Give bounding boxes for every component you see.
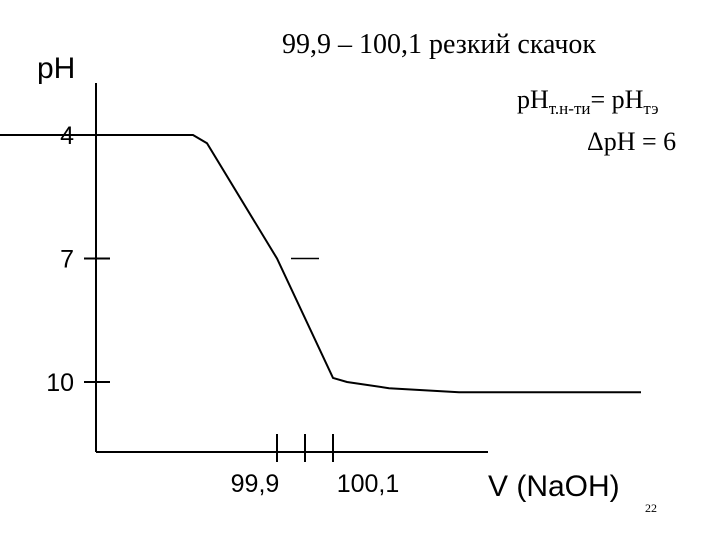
ph-equality-annotation: pHт.н-ти= pHтэ (517, 85, 659, 118)
x-axis-label: V (NaOH) (488, 470, 620, 503)
jump-range-annotation: 99,9 – 100,1 резкий скачок (282, 29, 596, 60)
page-number: 22 (645, 501, 657, 515)
ph-left: pH (517, 85, 549, 114)
delta-ph-annotation: ΔpH = 6 (587, 127, 676, 156)
x-tick-label: 99,9 (231, 470, 280, 498)
y-tick-label: 10 (46, 369, 74, 397)
x-tick-group: 99,9 100,1 (231, 434, 400, 498)
x-tick-label: 100,1 (337, 470, 400, 498)
y-tick-label: 7 (60, 246, 74, 274)
ph-left-subscript: т.н-ти (549, 99, 591, 118)
titration-curve (0, 134, 641, 394)
ph-equals-right: = pH (590, 85, 643, 114)
y-axis-label: pH (37, 52, 75, 85)
ph-right-subscript: тэ (643, 99, 658, 118)
